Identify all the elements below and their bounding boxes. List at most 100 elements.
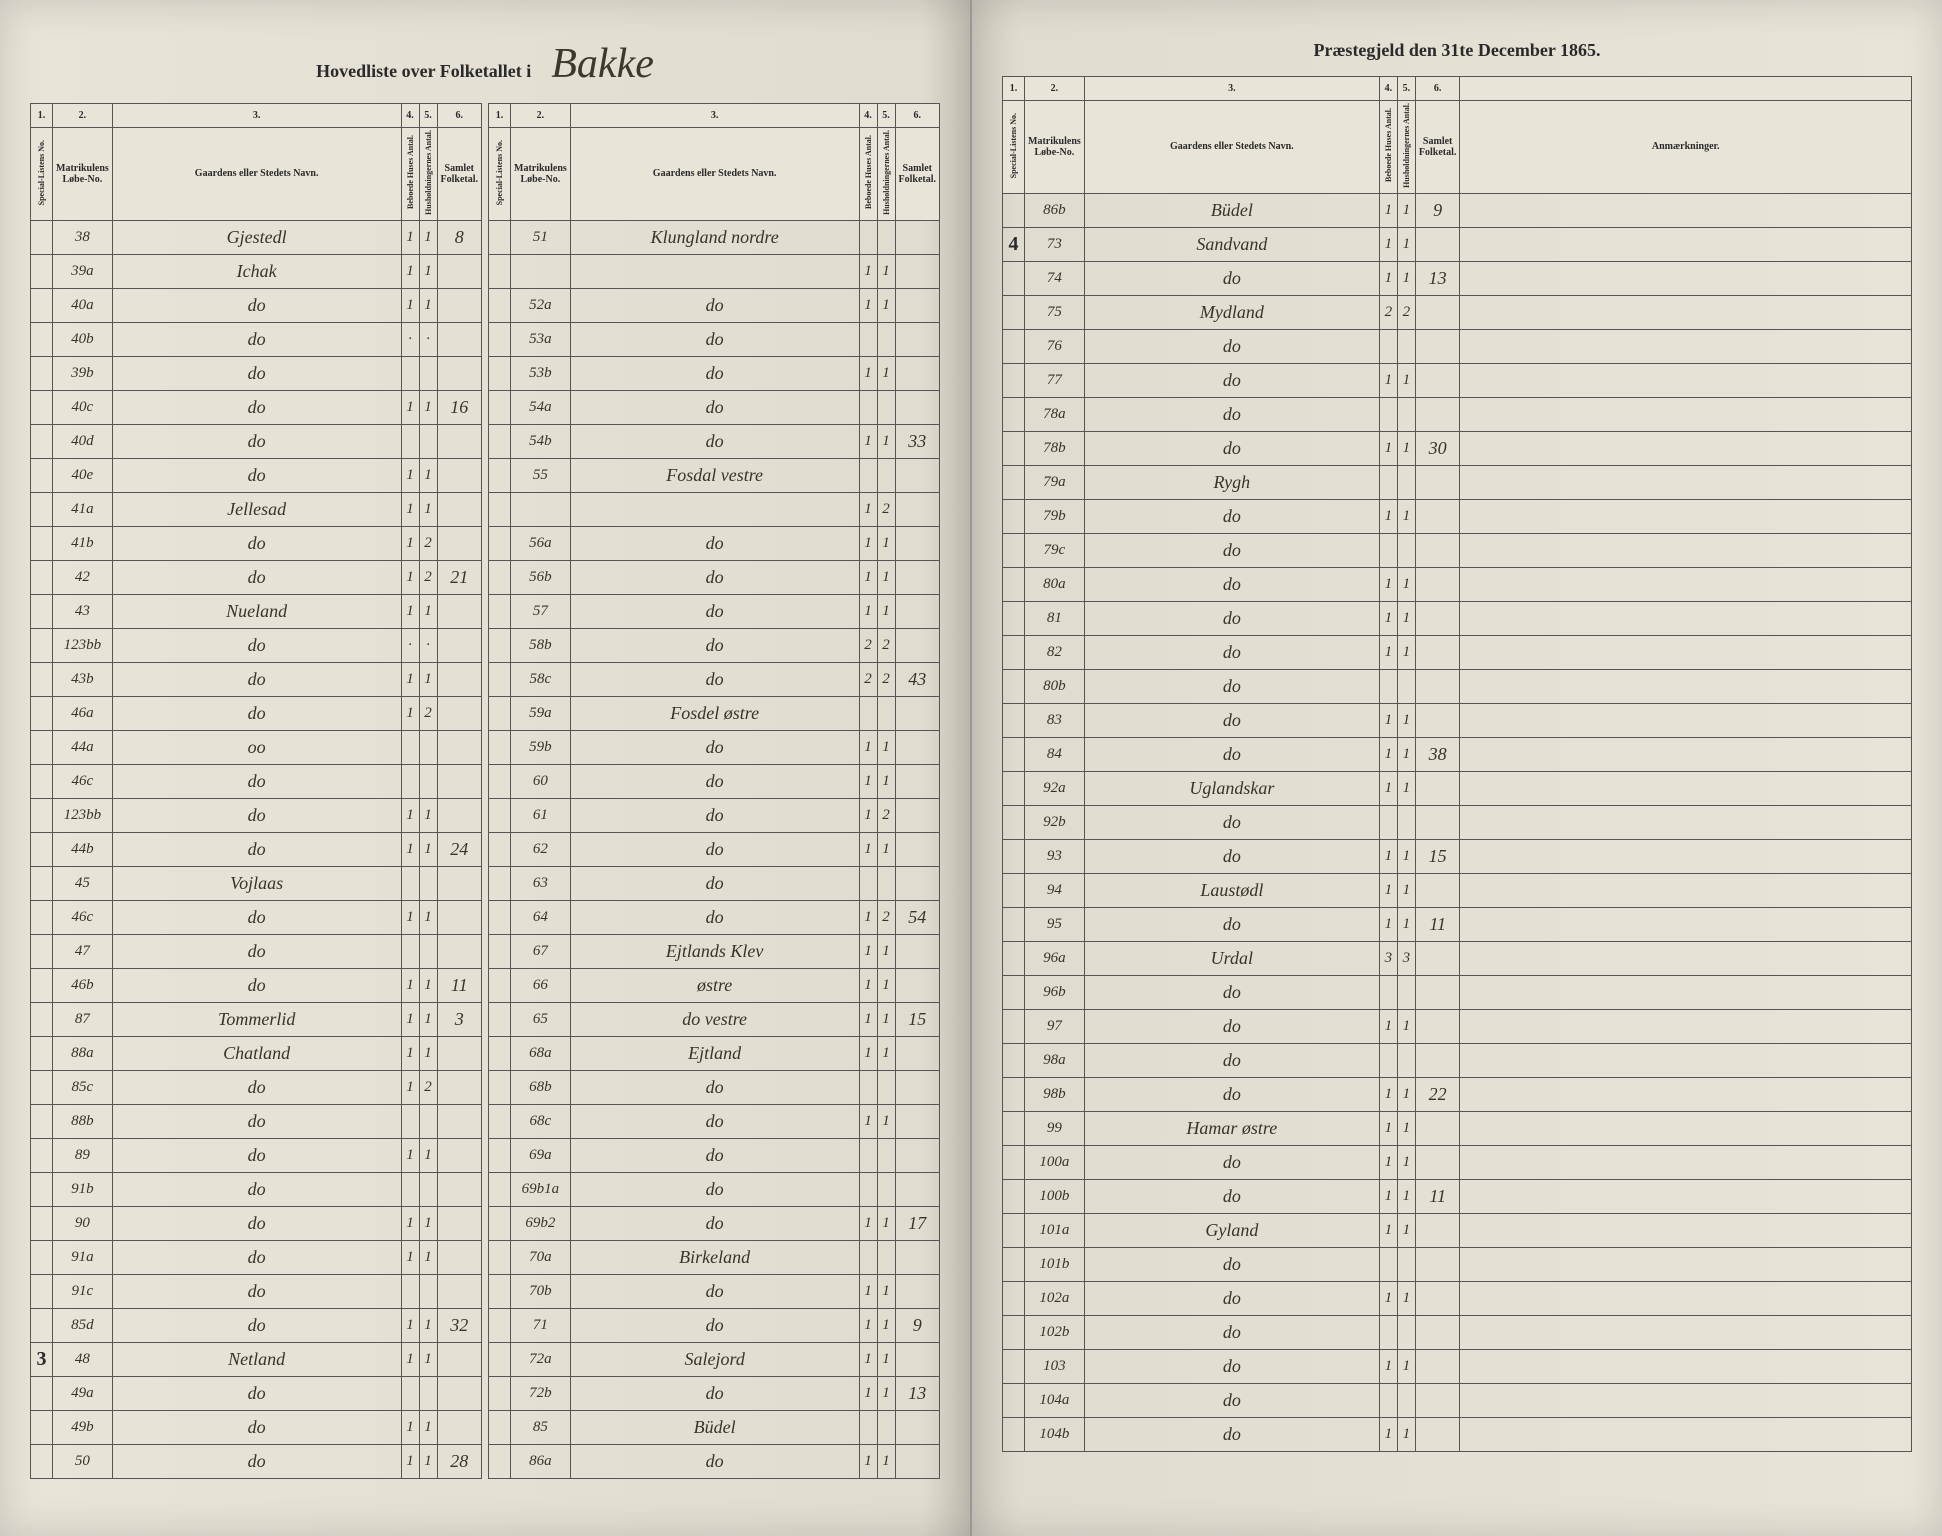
cell-c2: 100b [1025, 1179, 1085, 1213]
cell-value: 1 [1385, 916, 1393, 932]
cell-c7 [1460, 397, 1912, 431]
cell-c4: 1 [401, 900, 419, 934]
cell-c4: 1 [401, 1308, 419, 1342]
cell-c7 [1460, 1213, 1912, 1247]
cell-c3: do [1084, 363, 1379, 397]
cell-c6: 43 [895, 662, 939, 696]
cell-c6 [895, 288, 939, 322]
cell-value: 1 [864, 1283, 872, 1299]
cell-value: 72b [529, 1385, 552, 1401]
cell-value: 46a [71, 705, 94, 721]
cell-c2: 55 [511, 458, 571, 492]
cell-c3: do [112, 968, 401, 1002]
cell-c1 [1003, 1077, 1025, 1111]
cell-c4: 1 [859, 594, 877, 628]
table-row: 84do1138 [1003, 737, 1912, 771]
table-row: 123bbdo·· [31, 628, 482, 662]
cell-value: 1 [424, 1045, 432, 1061]
cell-value: 1 [406, 263, 414, 279]
cell-c2: 58c [511, 662, 571, 696]
cell-c2: 58b [511, 628, 571, 662]
cell-value: 1 [864, 1215, 872, 1231]
cell-c1 [1003, 1009, 1025, 1043]
cell-value: do [706, 329, 724, 350]
cell-c5: 1 [1397, 1281, 1415, 1315]
cell-c2: 43 [53, 594, 113, 628]
table-row: 98ado [1003, 1043, 1912, 1077]
cell-value: do [706, 1281, 724, 1302]
cell-value: Uglandskar [1189, 778, 1274, 799]
cell-c7 [1460, 261, 1912, 295]
cell-c2: 85 [511, 1410, 571, 1444]
cell-c4: 1 [859, 288, 877, 322]
cell-value: 24 [450, 839, 468, 859]
cell-c1 [31, 934, 53, 968]
cell-value: 1 [864, 1011, 872, 1027]
cell-c5: 3 [1397, 941, 1415, 975]
cell-c5 [419, 934, 437, 968]
cell-value: do vestre [682, 1009, 747, 1030]
cell-c7 [1460, 1383, 1912, 1417]
cell-value: Gyland [1205, 1220, 1258, 1241]
cell-value: 1 [406, 399, 414, 415]
cell-value: 1 [406, 1079, 414, 1095]
cell-c1 [489, 492, 511, 526]
table-row: 44aoo [31, 730, 482, 764]
cell-c7 [1460, 805, 1912, 839]
cell-value: 1 [1385, 1188, 1393, 1204]
cell-c5 [1397, 1383, 1415, 1417]
cell-value: 91b [71, 1181, 94, 1197]
table-row: 69b1ado [489, 1172, 940, 1206]
cell-c4: 1 [401, 662, 419, 696]
cell-c1 [31, 1138, 53, 1172]
cell-c2: 103 [1025, 1349, 1085, 1383]
collabel-3: Gaardens eller Stedets Navn. [195, 168, 319, 179]
cell-c1 [31, 832, 53, 866]
cell-value: Birkeland [679, 1247, 750, 1268]
colnum-1r: 1. [1003, 77, 1025, 101]
collabel-5r: Husholdningernes Antal. [1402, 103, 1411, 188]
cell-c3: do [570, 288, 859, 322]
collabel-2: Matrikulens Løbe-No. [56, 163, 109, 185]
cell-c6 [895, 492, 939, 526]
cell-c5: 1 [1397, 873, 1415, 907]
cell-c7 [1460, 533, 1912, 567]
cell-c5 [419, 1274, 437, 1308]
cell-c4: 1 [859, 1308, 877, 1342]
table-row: 40bdo·· [31, 322, 482, 356]
cell-value: 1 [406, 807, 414, 823]
cell-value: 1 [424, 1011, 432, 1027]
cell-c3: do [570, 322, 859, 356]
table-row: 97do11 [1003, 1009, 1912, 1043]
cell-c2: 44b [53, 832, 113, 866]
cell-value: 90 [75, 1215, 90, 1231]
cell-c5 [1397, 1043, 1415, 1077]
cell-c2: 40c [53, 390, 113, 424]
cell-c2: 66 [511, 968, 571, 1002]
left-table-b: 1. 2. 3. 4. 5. 6. Special-Listens No. Ma… [488, 103, 940, 1479]
table-row: 91cdo [31, 1274, 482, 1308]
table-row: 79bdo11 [1003, 499, 1912, 533]
table-row: 40ddo [31, 424, 482, 458]
cell-c2: 78a [1025, 397, 1085, 431]
cell-value: do [1223, 370, 1241, 391]
cell-c4: 1 [1379, 907, 1397, 941]
cell-c5: 1 [877, 356, 895, 390]
cell-value: 40e [72, 467, 94, 483]
cell-c1 [31, 254, 53, 288]
cell-c4 [401, 1172, 419, 1206]
cell-c3: do [112, 1376, 401, 1410]
colnum-1b: 1. [489, 104, 511, 128]
cell-value: do [1223, 1084, 1241, 1105]
collabel-remarks: Anmærkninger. [1652, 141, 1720, 152]
table-row: 56bdo11 [489, 560, 940, 594]
cell-c7 [1460, 1077, 1912, 1111]
collabel-4r: Beboede Huses Antal. [1384, 108, 1393, 182]
cell-c1 [31, 798, 53, 832]
cell-c2: 52a [511, 288, 571, 322]
cell-value: do [248, 839, 266, 860]
cell-c5: 1 [877, 832, 895, 866]
census-table-b: 1. 2. 3. 4. 5. 6. Special-Listens No. Ma… [488, 103, 940, 1479]
cell-c5: 1 [1397, 737, 1415, 771]
cell-value: do [1223, 1424, 1241, 1445]
